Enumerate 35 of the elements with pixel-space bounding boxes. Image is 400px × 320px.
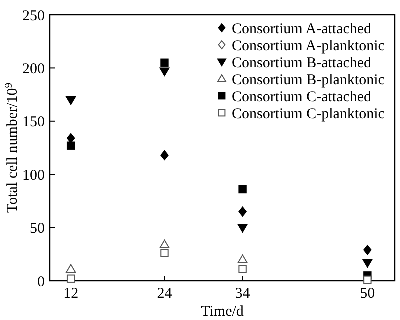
point [66, 96, 76, 106]
x-tick-label: 34 [235, 286, 251, 302]
point [160, 249, 169, 258]
y-tick-label: 100 [22, 168, 45, 184]
y-tick-label: 0 [38, 274, 45, 290]
point [364, 276, 372, 284]
y-tick-label: 150 [22, 114, 45, 131]
point [238, 185, 247, 194]
x-tick-label: 24 [157, 286, 173, 302]
point [66, 142, 76, 150]
x-axis-title: Time/d [201, 304, 244, 320]
legend-label: Consortium C-attached [232, 89, 372, 106]
point [66, 133, 76, 144]
point [238, 254, 248, 264]
point [362, 259, 373, 268]
point [66, 274, 76, 283]
point [238, 206, 247, 217]
point [160, 150, 169, 160]
point [66, 264, 76, 273]
point [238, 224, 248, 233]
point [160, 240, 170, 248]
point [364, 245, 372, 256]
legend-label: Consortium A-planktonic [232, 38, 386, 54]
x-tick-label: 50 [360, 286, 376, 302]
y-tick-label: 200 [22, 61, 45, 78]
x-tick-label: 12 [64, 286, 79, 302]
legend-label: Consortium B-attached [232, 55, 372, 72]
y-tick-label: 250 [22, 8, 45, 24]
y-tick-label: 50 [30, 221, 45, 238]
legend-label: Consortium C-planktonic [232, 106, 386, 122]
point [160, 58, 169, 67]
point [160, 68, 170, 76]
point [238, 265, 247, 274]
legend-label: Consortium A-attached [232, 21, 372, 38]
legend-label: Consortium B-planktonic [232, 72, 386, 88]
